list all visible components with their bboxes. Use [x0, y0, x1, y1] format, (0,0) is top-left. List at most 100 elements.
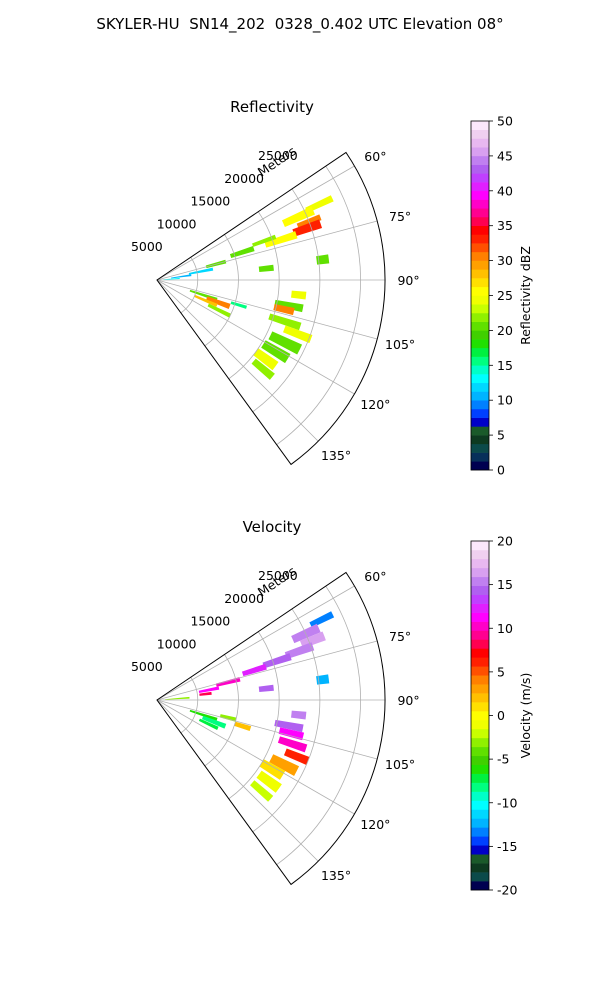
colorbar-segment [471, 827, 489, 837]
data-cell [198, 686, 220, 693]
colorbar-segment [471, 585, 489, 595]
data-cell [264, 231, 298, 248]
radial-grid-line [204, 234, 239, 347]
colorbar-segment [471, 630, 489, 640]
colorbar-segment [471, 147, 489, 157]
angular-grid-line [156, 165, 355, 281]
data-cell [259, 759, 286, 780]
colorbar-segment [471, 872, 489, 882]
colorbar-segment [471, 426, 489, 436]
data-cell [284, 642, 315, 659]
theta-tick-label: 135° [321, 448, 351, 463]
data-cell [292, 219, 323, 237]
colorbar-segment [471, 728, 489, 739]
colorbar-segment [471, 295, 489, 305]
data-cell [171, 274, 192, 279]
colorbar-segment [471, 391, 489, 401]
colorbar-segment [471, 594, 489, 604]
angular-grid-line [156, 640, 378, 701]
colorbar-tick-label: 50 [497, 114, 513, 129]
colorbar-tick-label: 40 [497, 183, 513, 198]
colorbar-tick-label: -20 [497, 883, 517, 898]
colorbar-segment [471, 347, 489, 357]
data-cell [201, 715, 227, 729]
colorbar-segment [471, 746, 489, 757]
radial-grid-line [252, 188, 321, 413]
angular-grid-line [156, 585, 355, 701]
colorbar-segment [471, 702, 489, 712]
colorbar-tick-label: 10 [497, 393, 513, 408]
colorbar-segment [471, 339, 489, 349]
colorbar-tick-label: 10 [497, 621, 513, 636]
colorbar-segment [471, 576, 489, 587]
radial-tick-label: 5000 [131, 659, 163, 674]
data-cell [268, 313, 302, 331]
data-cell [299, 631, 326, 649]
radial-tick-label: 10000 [157, 216, 197, 231]
theta-tick-label: 105° [385, 337, 415, 352]
colorbar-segment [471, 881, 489, 891]
colorbar-segment [471, 549, 489, 560]
page-title: SKYLER-HU SN14_202 0328_0.402 UTC Elevat… [96, 15, 504, 33]
colorbar-segment [471, 138, 489, 148]
radial-grid-line [276, 165, 361, 446]
colorbar-segment [471, 558, 489, 569]
colorbar-segment [471, 693, 489, 703]
colorbar-tick-label: 0 [497, 708, 505, 723]
data-cell [230, 301, 248, 309]
colorbar-segment [471, 603, 489, 613]
data-cell [274, 719, 304, 733]
data-cell [261, 340, 291, 364]
colorbar-segment [471, 304, 489, 314]
data-cell [277, 736, 308, 753]
colorbar-segment [471, 330, 489, 340]
data-cell [316, 674, 330, 685]
data-cell [163, 277, 180, 280]
colorbar-segment [471, 737, 489, 748]
colorbar-segment [471, 312, 489, 322]
data-cell [165, 696, 190, 700]
data-cell [316, 254, 330, 265]
radial-grid-line [252, 608, 321, 833]
colorbar-segment [471, 621, 489, 631]
angular-grid-line [156, 279, 319, 442]
angular-grid-line [156, 699, 378, 760]
data-cell [207, 303, 232, 318]
data-cell [283, 748, 310, 765]
colorbar-segment [471, 173, 489, 183]
colorbar-tick-label: 20 [497, 534, 513, 549]
colorbar [471, 121, 489, 471]
colorbar-segment [471, 243, 489, 253]
colorbar-segment [471, 639, 489, 649]
radial-tick-label: 10000 [157, 636, 197, 651]
radial-grid-line [276, 585, 361, 866]
colorbar-segment [471, 286, 489, 296]
data-cell [268, 331, 303, 355]
colorbar-tick-label: 5 [497, 428, 505, 443]
colorbar-tick-label: 0 [497, 463, 505, 478]
colorbar-segment [471, 251, 489, 261]
colorbar-segment [471, 854, 489, 864]
colorbar-segment [471, 782, 489, 792]
data-cell [252, 234, 277, 247]
theta-tick-label: 120° [360, 397, 390, 412]
colorbar-tick-label: 45 [497, 148, 513, 163]
theta-tick-label: 75° [389, 209, 411, 224]
colorbar-segment [471, 382, 489, 392]
colorbar-segment [471, 675, 489, 685]
colorbar-segment [471, 567, 489, 578]
data-cell [250, 780, 274, 802]
colorbar-segment [471, 155, 489, 165]
data-cell [278, 727, 305, 741]
data-cell [241, 663, 267, 677]
panel-title: Velocity [243, 518, 302, 536]
angular-grid-line [156, 279, 378, 340]
data-cell [206, 296, 231, 309]
angular-grid-line [156, 699, 355, 815]
colorbar-segment [471, 800, 489, 810]
colorbar-segment [471, 417, 489, 427]
data-cell [229, 246, 255, 259]
colorbar-segment [471, 818, 489, 828]
angular-grid-line [156, 279, 355, 395]
colorbar-tick-label: 20 [497, 323, 513, 338]
